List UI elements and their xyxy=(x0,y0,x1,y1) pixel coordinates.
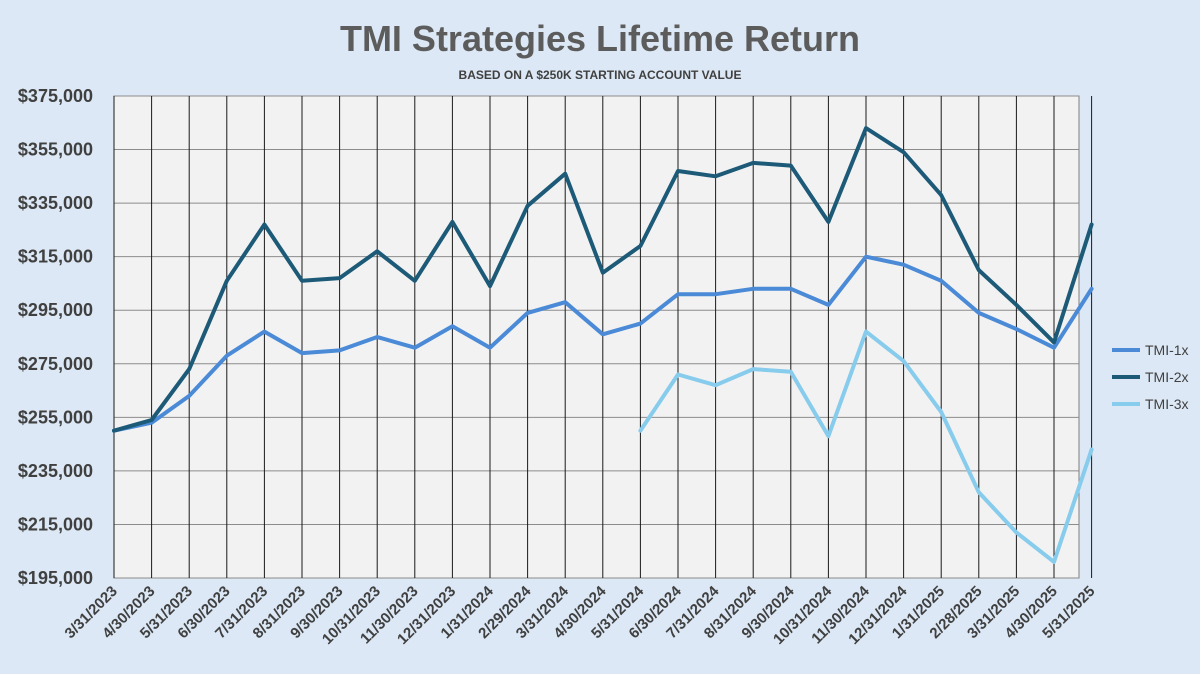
legend-label: TMI-1x xyxy=(1145,342,1189,358)
chart-subtitle: BASED ON A $250K STARTING ACCOUNT VALUE xyxy=(458,68,742,82)
y-tick-label: $315,000 xyxy=(18,247,93,267)
y-tick-label: $195,000 xyxy=(18,568,93,588)
y-tick-label: $275,000 xyxy=(18,354,93,374)
y-tick-label: $235,000 xyxy=(18,461,93,481)
series-line-tmi-3x xyxy=(638,329,1094,564)
y-tick-label: $215,000 xyxy=(18,514,93,534)
y-tick-label: $335,000 xyxy=(18,193,93,213)
series-lines xyxy=(112,126,1094,564)
legend-label: TMI-3x xyxy=(1145,396,1189,412)
y-tick-label: $255,000 xyxy=(18,407,93,427)
y-tick-label: $375,000 xyxy=(18,86,93,106)
series-line-tmi-2x xyxy=(112,126,1094,433)
chart-title: TMI Strategies Lifetime Return xyxy=(339,18,861,59)
legend: TMI-1x TMI-2x TMI-3x xyxy=(1112,342,1189,412)
y-tick-label: $295,000 xyxy=(18,300,93,320)
x-axis-ticks: 3/31/20234/30/20235/31/20236/30/20237/31… xyxy=(62,582,1099,648)
legend-label: TMI-2x xyxy=(1145,369,1189,385)
y-axis-ticks: $375,000 $355,000 $335,000 $315,000 $295,000… xyxy=(18,86,93,588)
series-line-tmi-1x xyxy=(112,254,1094,433)
y-tick-label: $355,000 xyxy=(18,140,93,160)
